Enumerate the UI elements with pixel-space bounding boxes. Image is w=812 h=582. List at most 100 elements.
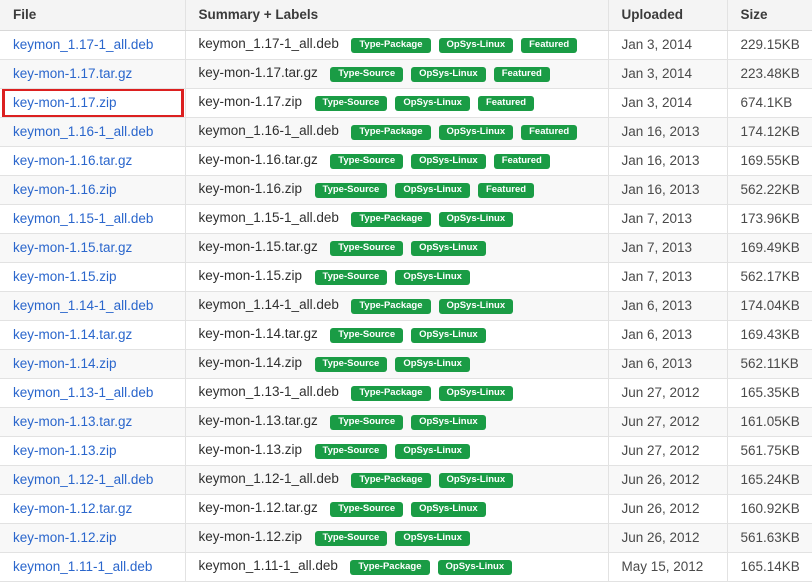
uploaded-date: Jan 16, 2013 xyxy=(621,123,700,139)
summary-text: key-mon-1.12.zip xyxy=(198,529,303,544)
label-badge: Type-Source xyxy=(330,241,404,256)
file-link[interactable]: keymon_1.16-1_all.deb xyxy=(13,123,154,139)
label-badge: Type-Source xyxy=(314,444,388,459)
file-link[interactable]: keymon_1.15-1_all.deb xyxy=(13,210,154,226)
size-cell: 561.75KB xyxy=(727,436,812,466)
uploaded-cell: Jun 27, 2012 xyxy=(608,436,728,466)
file-cell: key-mon-1.13.zip xyxy=(0,436,186,466)
label-badge: OpSys-Linux xyxy=(438,125,514,140)
label-badge: Type-Source xyxy=(314,270,388,285)
summary-text: key-mon-1.16.zip xyxy=(198,181,303,196)
label-badge: Featured xyxy=(521,125,578,140)
summary-cell: keymon_1.11-1_all.deb Type-Package OpSys-… xyxy=(185,552,609,582)
label-badge: OpSys-Linux xyxy=(395,96,470,111)
file-link[interactable]: key-mon-1.12.tar.gz xyxy=(13,500,133,516)
summary-cell: key-mon-1.17.zip Type-Source OpSys-Linux F… xyxy=(185,88,609,118)
uploaded-cell: Jun 26, 2012 xyxy=(608,494,728,524)
label-badges: Type-Package OpSys-Linux xyxy=(343,470,514,488)
label-badges: Type-Source OpSys-Linux xyxy=(322,499,486,517)
size-cell: 561.63KB xyxy=(727,523,812,553)
summary-cell: keymon_1.17-1_all.deb Type-Package OpSys-… xyxy=(185,30,609,60)
label-badge: Type-Package xyxy=(351,473,431,488)
file-size: 165.24KB xyxy=(740,471,800,487)
uploaded-date: May 15, 2012 xyxy=(621,558,704,574)
label-badge: Featured xyxy=(477,183,535,198)
summary-cell: key-mon-1.14.zip Type-Source OpSys-Linux xyxy=(185,349,609,379)
file-link[interactable]: keymon_1.12-1_all.deb xyxy=(13,471,154,487)
file-link[interactable]: keymon_1.17-1_all.deb xyxy=(13,36,154,52)
file-link[interactable]: key-mon-1.17.tar.gz xyxy=(13,65,133,81)
label-badge: Featured xyxy=(493,154,550,169)
file-cell: keymon_1.17-1_all.deb xyxy=(0,30,186,60)
file-link[interactable]: keymon_1.13-1_all.deb xyxy=(13,384,154,400)
file-cell: key-mon-1.15.tar.gz xyxy=(0,233,186,263)
file-size: 169.49KB xyxy=(740,239,800,255)
label-badge: OpSys-Linux xyxy=(438,212,514,227)
summary-text: keymon_1.11-1_all.deb xyxy=(198,558,338,573)
uploaded-date: Jan 3, 2014 xyxy=(621,94,693,110)
file-link[interactable]: key-mon-1.13.tar.gz xyxy=(13,413,133,429)
size-cell: 173.96KB xyxy=(727,204,812,234)
file-link[interactable]: key-mon-1.14.tar.gz xyxy=(13,326,133,342)
uploaded-cell: Jan 16, 2013 xyxy=(608,146,728,176)
file-size: 174.04KB xyxy=(740,297,800,313)
summary-cell: key-mon-1.15.zip Type-Source OpSys-Linux xyxy=(185,262,609,292)
table-row: key-mon-1.16.tar.gz key-mon-1.16.tar.gz … xyxy=(0,146,812,176)
uploaded-cell: Jan 3, 2014 xyxy=(608,88,728,118)
label-badge: Type-Source xyxy=(314,183,388,198)
file-link[interactable]: key-mon-1.16.zip xyxy=(13,181,117,197)
label-badge: Type-Source xyxy=(314,357,388,372)
label-badge: OpSys-Linux xyxy=(438,386,514,401)
uploaded-cell: Jan 7, 2013 xyxy=(608,204,728,234)
column-header-uploaded: Uploaded xyxy=(608,0,728,31)
uploaded-date: Jan 6, 2013 xyxy=(621,326,693,342)
table-row: keymon_1.15-1_all.deb keymon_1.15-1_all.… xyxy=(0,204,812,234)
file-link[interactable]: key-mon-1.13.zip xyxy=(13,442,117,458)
file-link[interactable]: key-mon-1.16.tar.gz xyxy=(13,152,133,168)
file-link[interactable]: keymon_1.11-1_all.deb xyxy=(13,558,153,574)
label-badges: Type-Source OpSys-Linux xyxy=(322,412,486,430)
file-link[interactable]: key-mon-1.17.zip xyxy=(13,94,117,110)
file-link[interactable]: key-mon-1.12.zip xyxy=(13,529,117,545)
summary-text: key-mon-1.13.tar.gz xyxy=(198,413,318,428)
label-badge: Type-Package xyxy=(351,212,431,227)
summary-cell: keymon_1.15-1_all.deb Type-Package OpSys-… xyxy=(185,204,609,234)
file-link[interactable]: key-mon-1.15.tar.gz xyxy=(13,239,133,255)
summary-cell: key-mon-1.17.tar.gz Type-Source OpSys-Lin… xyxy=(185,59,609,89)
label-badge: OpSys-Linux xyxy=(395,270,470,285)
table-row: key-mon-1.14.zip key-mon-1.14.zip Type-S… xyxy=(0,349,812,379)
uploaded-cell: Jan 3, 2014 xyxy=(608,30,728,60)
uploaded-date: Jan 3, 2014 xyxy=(621,65,693,81)
uploaded-date: Jun 27, 2012 xyxy=(621,384,700,400)
table-row: keymon_1.13-1_all.deb keymon_1.13-1_all.… xyxy=(0,378,812,408)
uploaded-date: Jan 16, 2013 xyxy=(621,152,700,168)
label-badges: Type-Source OpSys-Linux xyxy=(322,325,486,343)
label-badge: OpSys-Linux xyxy=(411,154,486,169)
file-link[interactable]: keymon_1.14-1_all.deb xyxy=(13,297,154,313)
table-header: File Summary + Labels Uploaded Size xyxy=(0,0,812,31)
label-badge: Type-Package xyxy=(351,125,431,140)
file-size: 561.75KB xyxy=(740,442,800,458)
summary-cell: key-mon-1.13.zip Type-Source OpSys-Linux xyxy=(185,436,609,466)
file-size: 169.43KB xyxy=(740,326,800,342)
size-cell: 169.43KB xyxy=(727,320,812,350)
file-size: 562.11KB xyxy=(740,355,799,371)
label-badge: Type-Source xyxy=(314,96,388,111)
uploaded-cell: Jan 7, 2013 xyxy=(608,262,728,292)
uploaded-cell: Jun 26, 2012 xyxy=(608,523,728,553)
file-link[interactable]: key-mon-1.14.zip xyxy=(13,355,117,371)
table-row: keymon_1.12-1_all.deb keymon_1.12-1_all.… xyxy=(0,465,812,495)
summary-cell: key-mon-1.13.tar.gz Type-Source OpSys-Lin… xyxy=(185,407,609,437)
table-row: key-mon-1.13.zip key-mon-1.13.zip Type-S… xyxy=(0,436,812,466)
size-cell: 169.55KB xyxy=(727,146,812,176)
size-cell: 229.15KB xyxy=(727,30,812,60)
table-row: key-mon-1.12.zip key-mon-1.12.zip Type-S… xyxy=(0,523,812,553)
label-badges: Type-Source OpSys-Linux Featured xyxy=(322,64,550,82)
file-link[interactable]: key-mon-1.15.zip xyxy=(13,268,117,284)
label-badge: OpSys-Linux xyxy=(411,328,486,343)
label-badges: Type-Source OpSys-Linux Featured xyxy=(322,151,550,169)
table-row: key-mon-1.17.tar.gz key-mon-1.17.tar.gz … xyxy=(0,59,812,89)
table-row: key-mon-1.15.tar.gz key-mon-1.15.tar.gz … xyxy=(0,233,812,263)
size-cell: 562.17KB xyxy=(727,262,812,292)
